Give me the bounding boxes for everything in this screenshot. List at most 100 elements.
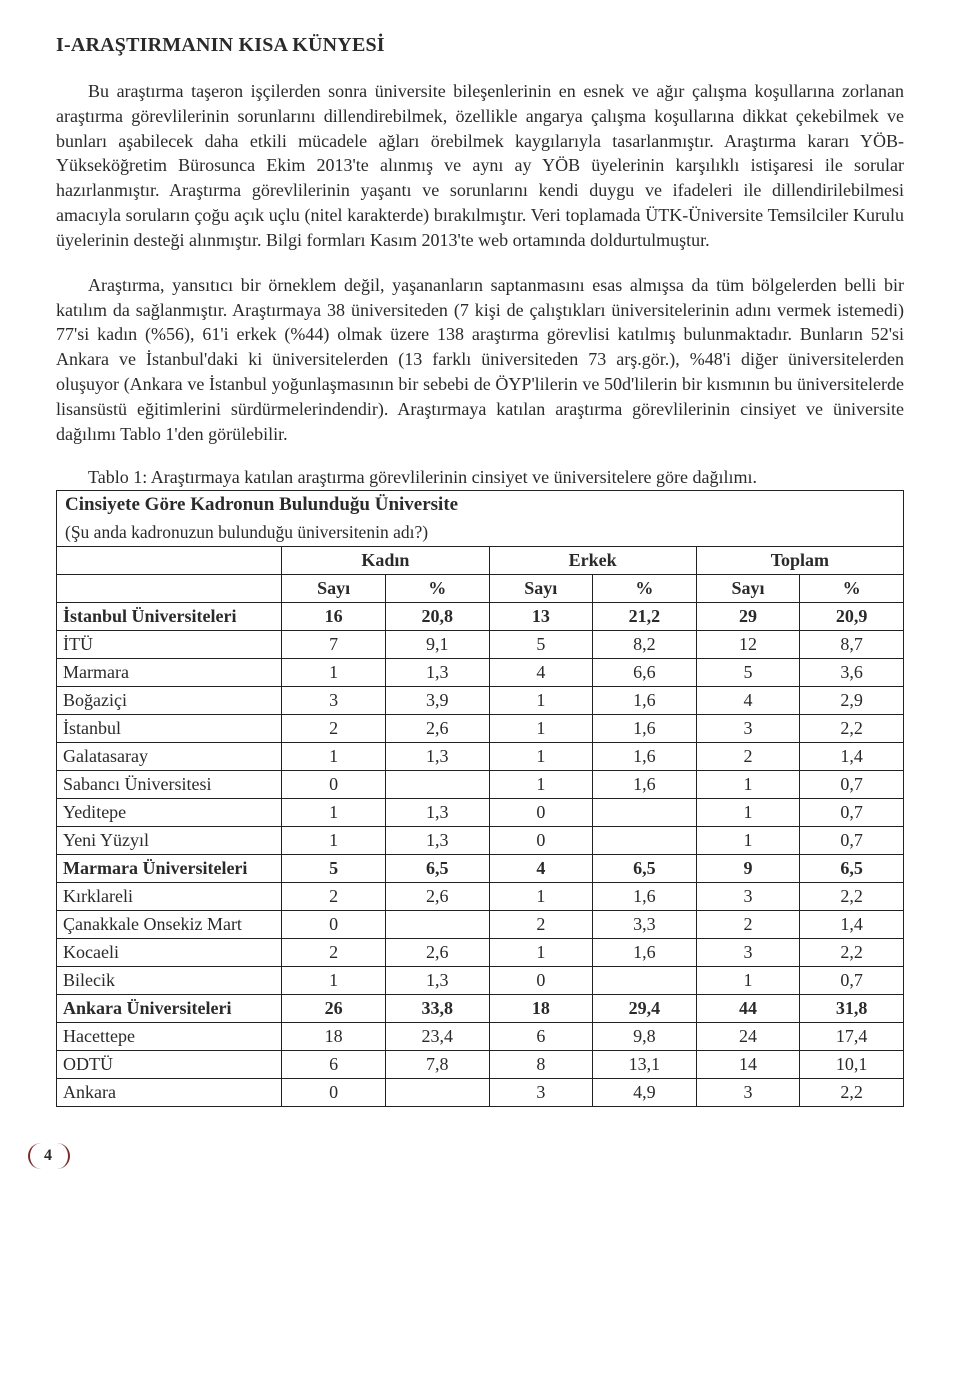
data-cell: 5 <box>489 631 593 659</box>
table-row: Hacettepe1823,469,82417,4 <box>57 1023 904 1051</box>
data-cell: 1,6 <box>593 939 697 967</box>
data-cell: 1,6 <box>593 771 697 799</box>
data-cell: 1 <box>489 743 593 771</box>
data-cell <box>593 827 697 855</box>
table-row: İstanbul22,611,632,2 <box>57 715 904 743</box>
data-cell: 0 <box>282 771 386 799</box>
row-label-cell: İstanbul <box>57 715 282 743</box>
table-row: İTÜ79,158,2128,7 <box>57 631 904 659</box>
subheader-cell: Sayı <box>282 575 386 603</box>
data-cell: 2,2 <box>800 883 904 911</box>
row-label-cell: ODTÜ <box>57 1051 282 1079</box>
data-cell: 20,8 <box>385 603 489 631</box>
paragraph-2: Araştırma, yansıtıcı bir örneklem değil,… <box>56 273 904 447</box>
data-cell: 0,7 <box>800 799 904 827</box>
table-row: Marmara Üniversiteleri56,546,596,5 <box>57 855 904 883</box>
row-label-cell: Kırklareli <box>57 883 282 911</box>
data-cell: 8,2 <box>593 631 697 659</box>
data-cell: 26 <box>282 995 386 1023</box>
data-cell: 1 <box>489 687 593 715</box>
row-label-cell: Ankara Üniversiteleri <box>57 995 282 1023</box>
data-cell: 4 <box>696 687 800 715</box>
document-page: I-ARAŞTIRMANIN KISA KÜNYESİ Bu araştırma… <box>0 0 960 1197</box>
data-cell: 29 <box>696 603 800 631</box>
data-cell: 18 <box>489 995 593 1023</box>
data-cell <box>385 911 489 939</box>
data-cell: 2 <box>696 911 800 939</box>
data-cell: 2 <box>282 715 386 743</box>
data-cell: 3 <box>696 939 800 967</box>
data-cell: 29,4 <box>593 995 697 1023</box>
group-header-erkek: Erkek <box>489 547 696 575</box>
data-cell: 1 <box>696 799 800 827</box>
data-cell: 12 <box>696 631 800 659</box>
table-row: Çanakkale Onsekiz Mart023,321,4 <box>57 911 904 939</box>
data-cell: 0,7 <box>800 967 904 995</box>
distribution-table: Cinsiyete Göre Kadronun Bulunduğu Üniver… <box>56 490 904 1108</box>
row-label-cell: Hacettepe <box>57 1023 282 1051</box>
subheader-cell: % <box>800 575 904 603</box>
table-subtitle-row: (Şu anda kadronuzun bulunduğu üniversite… <box>57 519 904 547</box>
data-cell: 10,1 <box>800 1051 904 1079</box>
row-label-cell: Boğaziçi <box>57 687 282 715</box>
data-cell: 1 <box>489 883 593 911</box>
data-cell: 7 <box>282 631 386 659</box>
data-cell: 9,1 <box>385 631 489 659</box>
data-cell: 3,9 <box>385 687 489 715</box>
data-cell: 0 <box>489 799 593 827</box>
data-cell <box>593 967 697 995</box>
data-cell: 3 <box>489 1079 593 1107</box>
subheader-cell: % <box>385 575 489 603</box>
row-label-cell: İstanbul Üniversiteleri <box>57 603 282 631</box>
data-cell: 0,7 <box>800 827 904 855</box>
blank-subheader-cell <box>57 575 282 603</box>
data-cell: 0 <box>489 827 593 855</box>
data-cell: 0,7 <box>800 771 904 799</box>
data-cell: 2 <box>696 743 800 771</box>
table-row: Ankara Üniversiteleri2633,81829,44431,8 <box>57 995 904 1023</box>
subheader-cell: % <box>593 575 697 603</box>
data-cell: 0 <box>282 1079 386 1107</box>
data-cell: 1,4 <box>800 743 904 771</box>
data-cell: 16 <box>282 603 386 631</box>
data-cell: 9 <box>696 855 800 883</box>
data-cell: 6 <box>282 1051 386 1079</box>
data-cell: 2,2 <box>800 715 904 743</box>
table-row: Marmara11,346,653,6 <box>57 659 904 687</box>
data-cell: 0 <box>282 911 386 939</box>
row-label-cell: Sabancı Üniversitesi <box>57 771 282 799</box>
data-cell: 5 <box>696 659 800 687</box>
data-cell: 18 <box>282 1023 386 1051</box>
row-label-cell: Marmara Üniversiteleri <box>57 855 282 883</box>
table-row: Kırklareli22,611,632,2 <box>57 883 904 911</box>
data-cell: 3 <box>696 715 800 743</box>
row-label-cell: Bilecik <box>57 967 282 995</box>
data-cell: 1,3 <box>385 743 489 771</box>
data-cell: 8,7 <box>800 631 904 659</box>
table-title-cell: Cinsiyete Göre Kadronun Bulunduğu Üniver… <box>57 490 904 519</box>
data-cell: 2,6 <box>385 883 489 911</box>
data-cell: 2,2 <box>800 939 904 967</box>
table-row: Boğaziçi33,911,642,9 <box>57 687 904 715</box>
data-cell: 33,8 <box>385 995 489 1023</box>
data-cell: 1 <box>282 827 386 855</box>
data-cell: 3 <box>696 883 800 911</box>
data-cell: 5 <box>282 855 386 883</box>
table-row: Ankara034,932,2 <box>57 1079 904 1107</box>
data-cell: 1,6 <box>593 715 697 743</box>
data-cell <box>385 771 489 799</box>
row-label-cell: Kocaeli <box>57 939 282 967</box>
table-row: Yeditepe11,3010,7 <box>57 799 904 827</box>
data-cell: 2,6 <box>385 939 489 967</box>
group-header-toplam: Toplam <box>696 547 903 575</box>
data-cell: 1,6 <box>593 743 697 771</box>
data-cell: 4,9 <box>593 1079 697 1107</box>
data-cell: 9,8 <box>593 1023 697 1051</box>
data-cell: 2,2 <box>800 1079 904 1107</box>
data-cell: 1,6 <box>593 883 697 911</box>
subheader-cell: Sayı <box>489 575 593 603</box>
page-number: 4 <box>28 1143 70 1169</box>
data-cell: 1 <box>282 799 386 827</box>
section-title: I-ARAŞTIRMANIN KISA KÜNYESİ <box>56 34 904 57</box>
row-label-cell: Yeditepe <box>57 799 282 827</box>
